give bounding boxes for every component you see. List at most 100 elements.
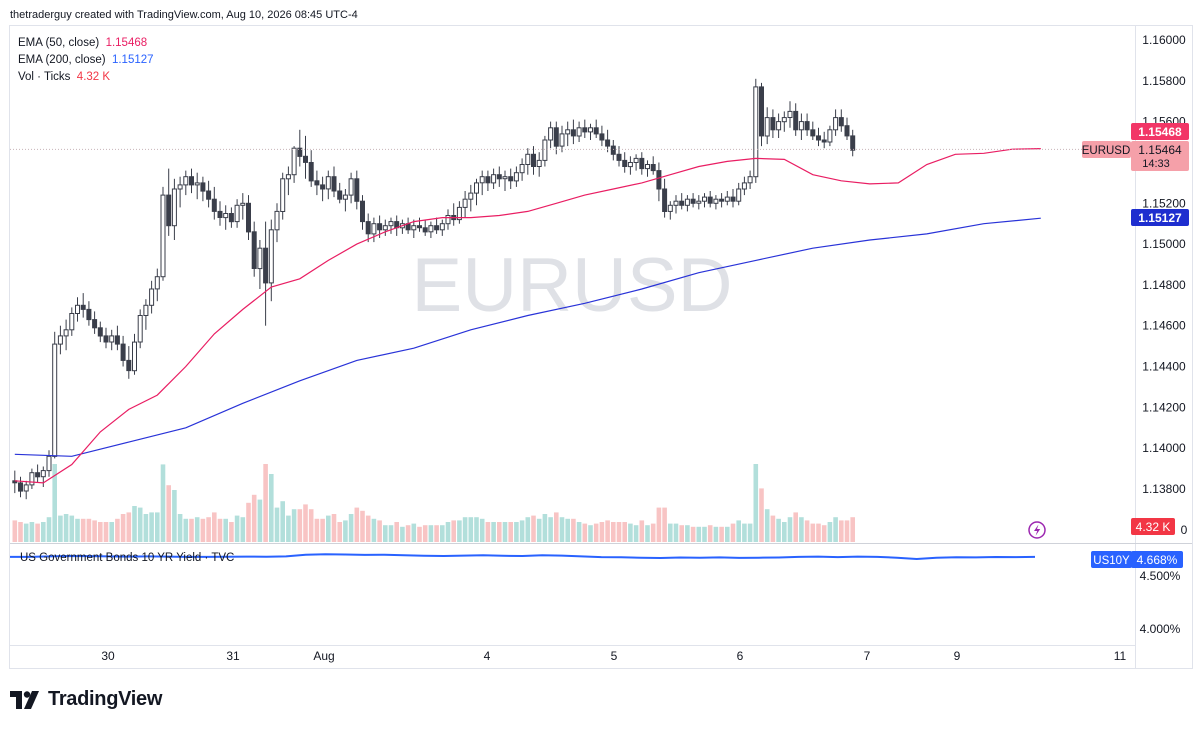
ema50-tag: 1.15468 [1138,125,1182,139]
volume-bar [269,474,274,542]
candle-body [314,180,320,186]
volume-bar [166,485,171,542]
candle-body [684,198,690,206]
volume-bar [850,517,855,542]
us10y-tick-2: 4.000% [1140,622,1181,636]
volume-bar [411,523,417,542]
price-tick-label: 1.14400 [1142,360,1186,374]
volume-bar [58,515,63,542]
candle-body [593,127,599,135]
volume-bar [217,518,223,542]
volume-bar [844,520,850,542]
volume-bar [251,494,257,542]
volume-bar [611,522,616,542]
volume-bar [816,523,821,542]
candle-body [35,472,41,478]
candle-body [690,198,696,204]
candle-body [297,147,303,157]
legend-volume-label: Vol · Ticks [18,71,71,83]
candle-body [667,204,673,212]
candle-body [417,225,422,229]
volume-bar [383,525,388,542]
candle-body [702,196,707,202]
volume-bar [46,517,52,542]
candle-body [570,129,576,137]
candle-body [360,200,365,223]
candle-body [565,129,571,135]
candle-body [211,198,217,212]
candle-body [747,176,753,184]
ema200-tag-bg [1131,209,1189,226]
candle-body [388,221,394,227]
volume-bar [149,512,154,542]
candle-body [422,227,428,233]
sub-pane-title[interactable]: US Government Bonds 10 YR Yield · TVC [20,552,235,564]
candle-body [240,202,246,206]
volume-bar [388,525,394,542]
candle-body [411,225,417,231]
candle-body [696,200,702,204]
candle-body [46,455,52,472]
volume-bar [80,518,86,542]
price-tick-label: 1.15000 [1142,237,1186,251]
volume-bar [485,522,491,542]
candle-body [645,164,650,170]
time-axis[interactable]: 30 31 Aug 4 5 6 7 9 11 [101,649,1126,663]
candle-body [308,162,314,182]
volume-bar [92,520,97,542]
time-tick-label: 7 [864,649,871,663]
candle-body [502,176,508,180]
price-tick-label: 1.16000 [1142,33,1186,47]
candle-body [582,127,588,133]
us10y-tick-1: 4.500% [1140,569,1181,583]
volume-bar [519,520,525,542]
price-tick-label: 1.15200 [1142,196,1186,210]
volume-bar [257,499,263,542]
price-axis[interactable]: 1.160001.158001.156001.154001.152001.150… [1142,33,1186,496]
volume-bar [514,522,519,542]
candle-body [183,176,189,186]
candle-body [325,176,331,190]
volume-bar [559,517,565,542]
candle-body [206,190,212,200]
time-tick-label: Aug [313,649,334,663]
symbol-tag-bg [1082,141,1131,158]
watermark: EURUSD [412,243,733,328]
legend-ema200[interactable]: EMA (200, close) 1.15127 [18,52,154,69]
legend-ema50[interactable]: EMA (50, close) 1.15468 [18,35,154,52]
volume-bar [810,523,816,542]
volume-bar [297,509,303,542]
lightning-icon[interactable] [1028,521,1046,539]
volume-bar [326,515,331,542]
candle-body [200,182,206,192]
candle-body [456,206,462,221]
volume-bar [405,525,411,542]
legend-volume[interactable]: Vol · Ticks 4.32 K [18,69,154,86]
volume-bar [536,518,542,542]
volume-tag-bg [1131,518,1175,535]
volume-bar [730,523,736,542]
volume-bar [639,520,645,542]
volume-bar [451,520,456,542]
volume-bar [234,515,240,542]
ema200-tag: 1.15127 [1138,211,1182,225]
volume-bar [707,525,713,542]
tradingview-logo[interactable]: TradingView [10,688,162,711]
candle-body [468,192,474,200]
candle-body [576,127,582,137]
candle-body [320,184,326,190]
candle-body [331,176,337,192]
candle-body [753,86,759,178]
volume-bar [656,507,662,542]
legend-ema50-label: EMA (50, close) [18,37,100,49]
candle-body [428,225,434,233]
volume-bar [308,509,314,542]
volume-bar [696,526,702,542]
symbol-tag: EURUSD [1082,145,1131,157]
candle-body [291,147,297,176]
volume-bar [160,464,166,542]
volume-bar [177,514,183,542]
candle-body [126,359,132,372]
time-tick-label: 6 [737,649,744,663]
